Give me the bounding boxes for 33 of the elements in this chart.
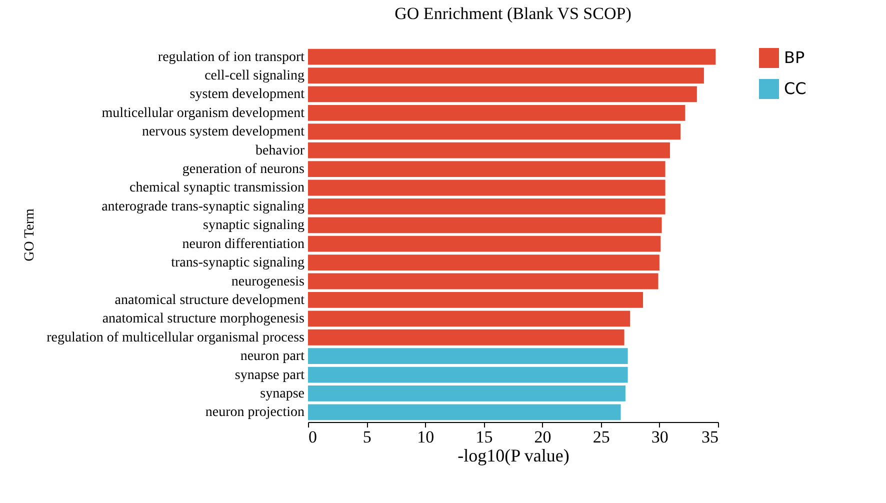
x-tick-label: 5 [362, 428, 372, 446]
y-axis-title: GO Term [22, 208, 38, 262]
y-tick-label: anatomical structure development [114, 292, 305, 308]
y-tick-label: anterograde trans-synaptic signaling [102, 199, 304, 214]
y-tick-label: multicellular organism development [102, 106, 305, 121]
x-tick-label: 0 [308, 428, 317, 446]
y-tick-label: neuron part [240, 349, 305, 364]
x-tick-label: 35 [702, 428, 718, 446]
legend-label: BP [784, 48, 805, 67]
y-tick-label: behavior [256, 143, 305, 158]
x-axis-title: -log10(P value) [458, 446, 570, 466]
x-tick-label: 20 [534, 428, 552, 446]
y-tick-label: neuron projection [205, 405, 304, 420]
y-tick-label: regulation of ion transport [158, 50, 305, 65]
x-tick-label: 15 [476, 428, 493, 446]
y-tick-label: generation of neurons [182, 162, 304, 178]
y-tick-label: neuron differentiation [182, 236, 304, 252]
y-tick-label: synapse part [234, 368, 305, 383]
y-tick-label: synapse [260, 386, 304, 402]
x-tick-label: 10 [417, 428, 434, 446]
y-tick-label: regulation of multicellular organismal process [46, 330, 304, 346]
legend-label: CC [784, 79, 806, 98]
y-tick-label: cell-cell signaling [204, 68, 304, 84]
x-tick-label: 30 [651, 428, 668, 446]
y-tick-label: nervous system development [142, 124, 305, 140]
y-tick-label: trans-synaptic signaling [171, 256, 304, 271]
y-tick-label: anatomical structure morphogenesis [102, 312, 304, 327]
y-tick-label: neurogenesis [231, 274, 304, 290]
y-tick-label: chemical synaptic transmission [130, 180, 304, 196]
y-tick-label: system development [190, 87, 305, 102]
x-tick-label: 25 [592, 428, 610, 446]
chart-title: GO Enrichment (Blank VS SCOP) [394, 4, 632, 23]
y-tick-label: synaptic signaling [203, 218, 304, 234]
